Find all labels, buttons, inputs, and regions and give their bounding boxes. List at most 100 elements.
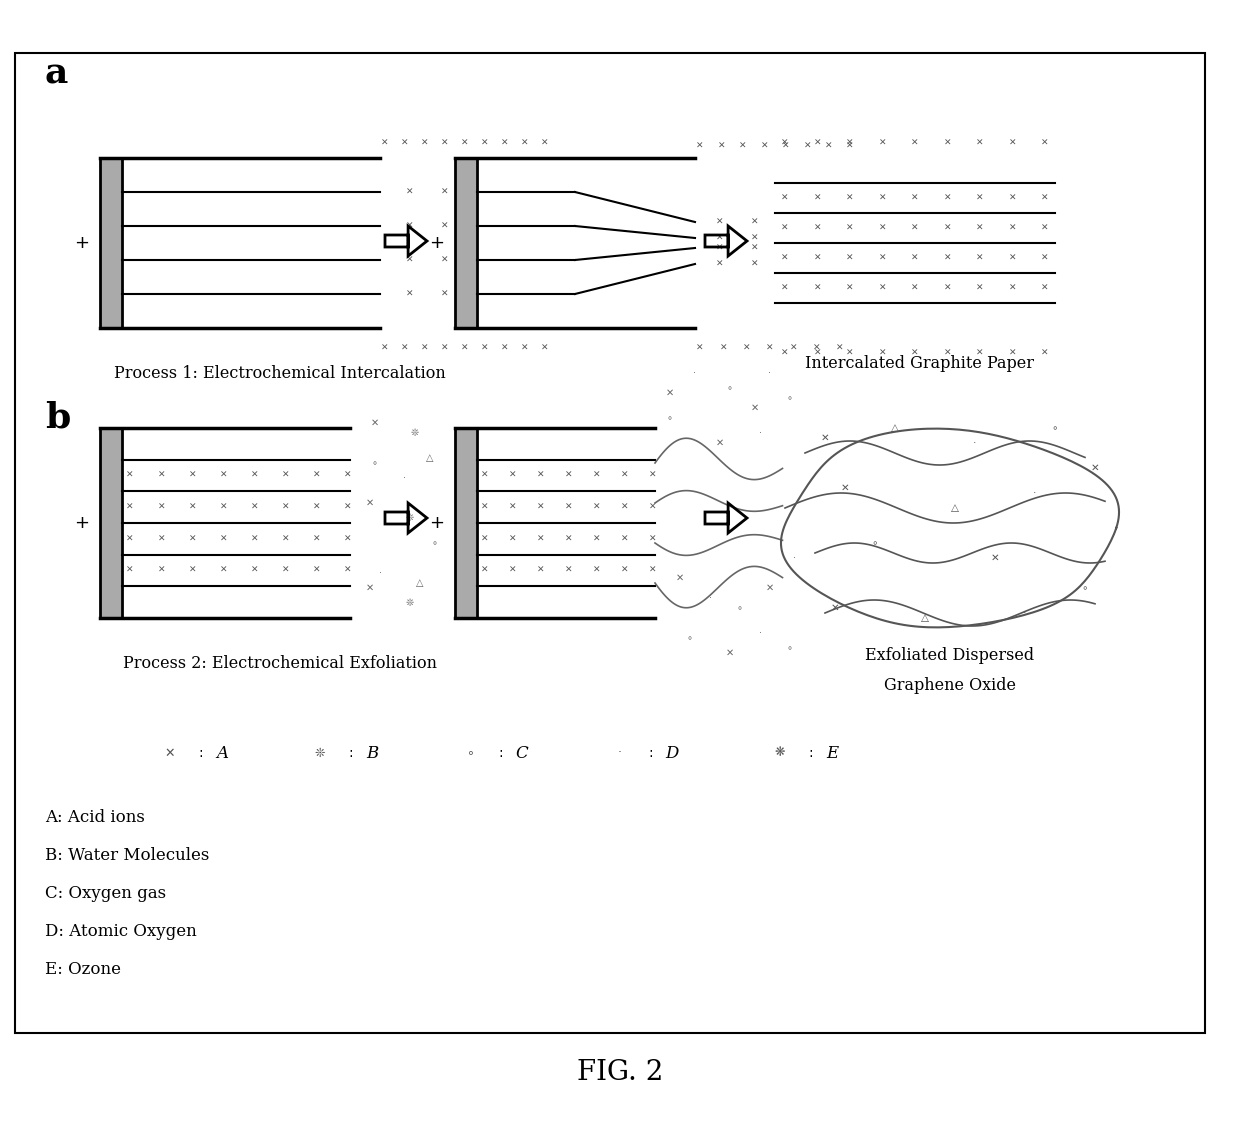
Text: ✕: ✕ — [911, 139, 919, 148]
Text: ✕: ✕ — [813, 283, 821, 292]
Text: Process 2: Electrochemical Exfoliation: Process 2: Electrochemical Exfoliation — [123, 654, 436, 671]
Text: :: : — [498, 746, 502, 760]
Text: ✕: ✕ — [219, 535, 227, 544]
Text: ∘: ∘ — [372, 458, 378, 468]
Text: ✕: ✕ — [481, 139, 489, 148]
Text: ✕: ✕ — [1009, 194, 1017, 203]
Text: ✕: ✕ — [743, 344, 750, 352]
Text: ✕: ✕ — [813, 349, 821, 358]
Text: ✕: ✕ — [976, 139, 983, 148]
Text: ✕: ✕ — [441, 139, 449, 148]
Text: A: A — [216, 744, 228, 761]
Text: ✕: ✕ — [314, 472, 321, 481]
Text: ✕: ✕ — [879, 254, 887, 263]
Text: ✕: ✕ — [593, 566, 600, 575]
FancyBboxPatch shape — [100, 428, 122, 618]
Text: ✕: ✕ — [371, 418, 379, 428]
Text: ✕: ✕ — [813, 139, 821, 148]
Text: ✕: ✕ — [879, 139, 887, 148]
Text: ✕: ✕ — [1009, 283, 1017, 292]
Text: ✕: ✕ — [717, 244, 724, 253]
Text: ✕: ✕ — [381, 139, 389, 148]
FancyBboxPatch shape — [455, 158, 477, 328]
Text: ✕: ✕ — [461, 139, 469, 148]
Text: ✕: ✕ — [537, 535, 544, 544]
Text: :: : — [808, 746, 812, 760]
Text: D: Atomic Oxygen: D: Atomic Oxygen — [45, 924, 197, 941]
Text: ✕: ✕ — [250, 472, 258, 481]
Text: ❊: ❊ — [405, 598, 414, 608]
Text: ✕: ✕ — [250, 503, 258, 512]
Text: ✕: ✕ — [696, 344, 704, 352]
Text: ✕: ✕ — [790, 344, 797, 352]
Text: ✕: ✕ — [944, 139, 951, 148]
Text: ✕: ✕ — [911, 194, 919, 203]
Text: ✕: ✕ — [188, 472, 196, 481]
Text: △: △ — [427, 453, 434, 462]
Text: E: Ozone: E: Ozone — [45, 961, 122, 978]
Text: ✕: ✕ — [718, 141, 725, 150]
Text: a: a — [45, 56, 68, 90]
Text: ✕: ✕ — [510, 503, 517, 512]
Text: ✕: ✕ — [1009, 223, 1017, 232]
Text: ✕: ✕ — [165, 747, 175, 759]
Text: ✕: ✕ — [1042, 194, 1049, 203]
Text: :: : — [649, 746, 652, 760]
Text: ·: · — [794, 553, 796, 563]
Text: ✕: ✕ — [481, 344, 489, 352]
Text: ✕: ✕ — [781, 349, 789, 358]
Text: ✕: ✕ — [879, 349, 887, 358]
Text: ✕: ✕ — [188, 566, 196, 575]
Text: ·: · — [708, 593, 712, 603]
Text: ∘: ∘ — [687, 633, 693, 643]
Text: ✕: ✕ — [219, 472, 227, 481]
Text: △: △ — [417, 578, 424, 588]
Text: ✕: ✕ — [846, 349, 854, 358]
Text: ✕: ✕ — [650, 535, 657, 544]
Text: ·: · — [1023, 608, 1027, 618]
Text: ✕: ✕ — [976, 254, 983, 263]
Text: D: D — [666, 744, 678, 761]
Text: FIG. 2: FIG. 2 — [577, 1059, 663, 1086]
Text: ·: · — [1033, 488, 1037, 497]
Text: ✕: ✕ — [879, 223, 887, 232]
Text: ✕: ✕ — [219, 566, 227, 575]
Text: ✕: ✕ — [781, 139, 789, 148]
Text: ✕: ✕ — [1042, 139, 1049, 148]
Text: ✕: ✕ — [593, 472, 600, 481]
Text: +: + — [429, 514, 444, 532]
Text: ✕: ✕ — [621, 472, 629, 481]
Text: B: Water Molecules: B: Water Molecules — [45, 847, 210, 864]
Text: ✕: ✕ — [751, 244, 759, 253]
Text: ✕: ✕ — [621, 503, 629, 512]
Text: ✕: ✕ — [846, 254, 854, 263]
Text: ✕: ✕ — [157, 503, 165, 512]
Text: ✕: ✕ — [541, 344, 549, 352]
Text: ·: · — [759, 428, 761, 438]
Text: ✕: ✕ — [1042, 349, 1049, 358]
Text: ✕: ✕ — [281, 566, 289, 575]
Text: ✕: ✕ — [366, 497, 374, 508]
Text: b: b — [45, 400, 71, 435]
Text: ✕: ✕ — [126, 472, 134, 481]
Text: ∘: ∘ — [787, 393, 794, 403]
Text: ✕: ✕ — [717, 233, 724, 243]
Text: :: : — [348, 746, 352, 760]
Text: ✕: ✕ — [565, 503, 573, 512]
Text: ✕: ✕ — [813, 344, 821, 352]
Text: ✕: ✕ — [976, 223, 983, 232]
Text: ✕: ✕ — [126, 535, 134, 544]
Text: ✕: ✕ — [650, 503, 657, 512]
Text: ✕: ✕ — [407, 187, 414, 196]
Text: ✕: ✕ — [976, 349, 983, 358]
Text: ✕: ✕ — [813, 194, 821, 203]
Text: ✕: ✕ — [650, 472, 657, 481]
Text: ✕: ✕ — [715, 438, 724, 448]
Text: ✕: ✕ — [126, 566, 134, 575]
Text: ❋: ❋ — [775, 747, 785, 759]
Text: Intercalated Graphite Paper: Intercalated Graphite Paper — [806, 354, 1034, 371]
Text: ✕: ✕ — [188, 535, 196, 544]
Text: ✕: ✕ — [719, 344, 727, 352]
FancyBboxPatch shape — [455, 428, 477, 618]
Text: ✕: ✕ — [521, 139, 528, 148]
